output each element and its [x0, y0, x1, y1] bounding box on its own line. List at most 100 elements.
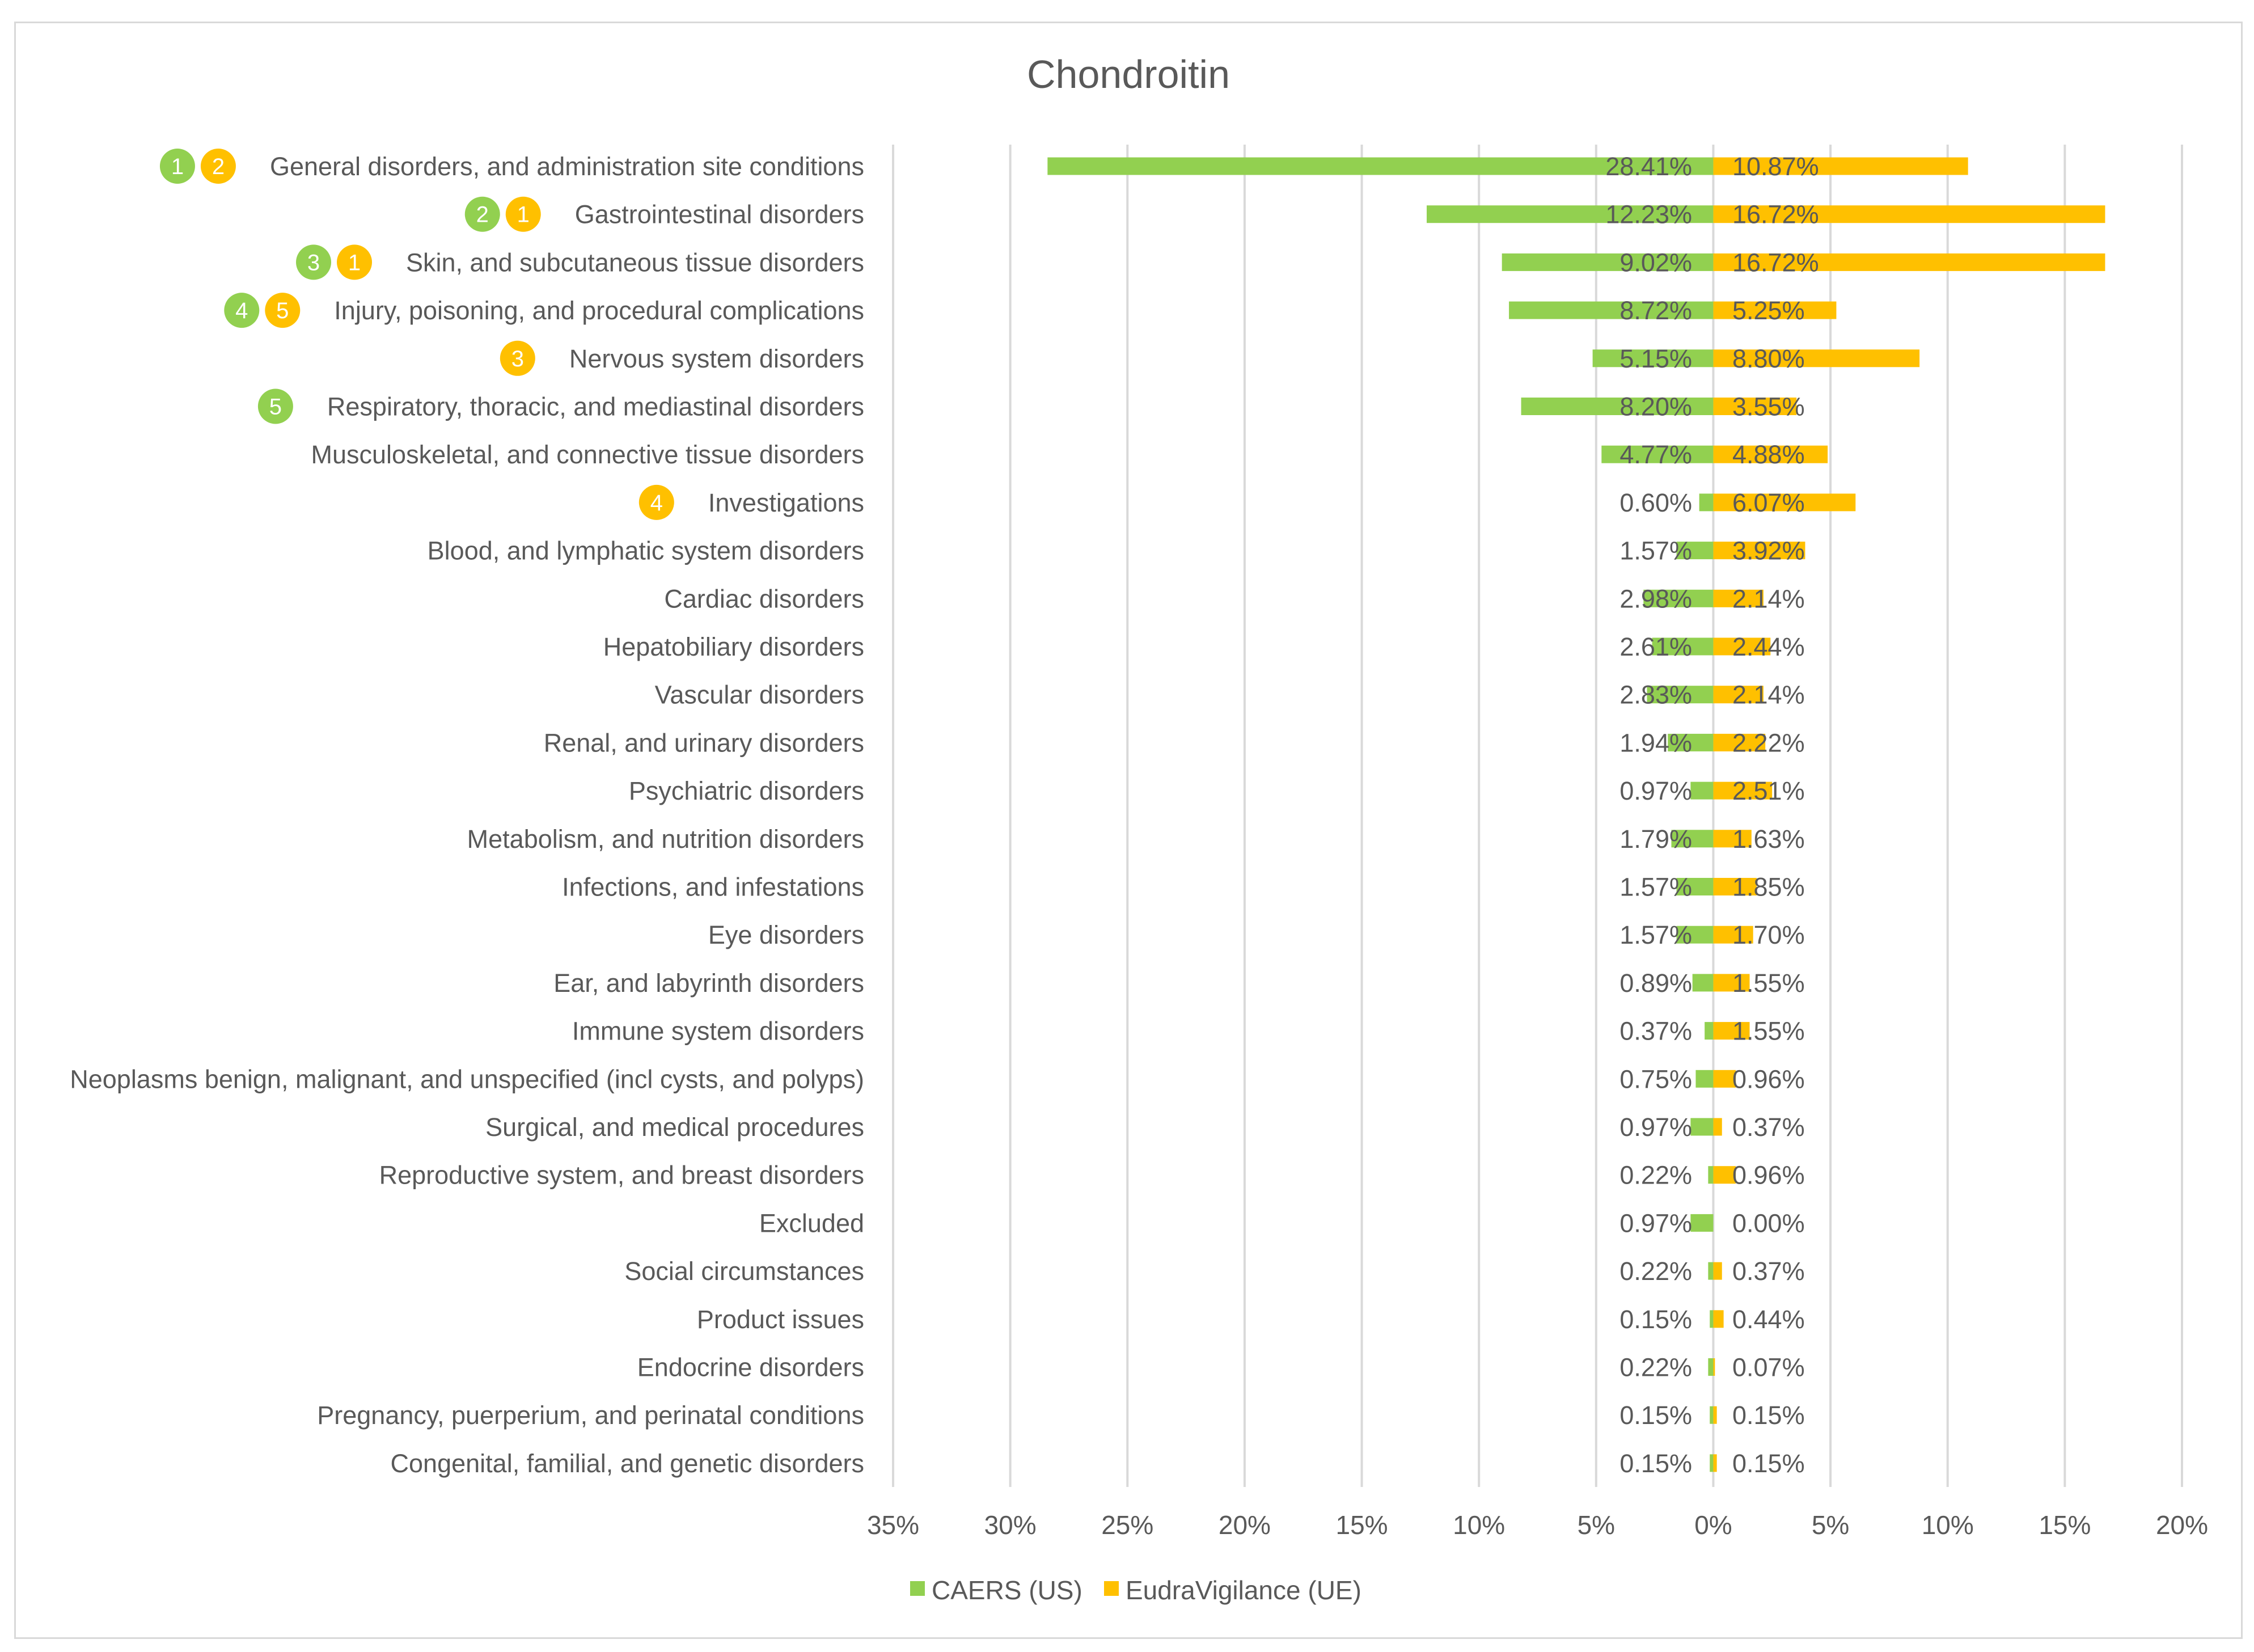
category-label: Psychiatric disorders [629, 776, 864, 805]
bar-caers [1521, 398, 1714, 415]
data-label-caers: 8.20% [1619, 392, 1692, 421]
bar-eudravigilance [1713, 493, 1856, 512]
bar-caers [1690, 1214, 1714, 1232]
category-label: Metabolism, and nutrition disorders [467, 825, 864, 854]
legend-label-eudravigilance: EudraVigilance (UE) [1126, 1575, 1361, 1605]
data-label-eudravigilance: 0.15% [1732, 1401, 1805, 1430]
bar-eudravigilance [1713, 1262, 1722, 1280]
category-label: Skin, and subcutaneous tissue disorders [406, 248, 864, 277]
bar-caers [1676, 926, 1714, 944]
bar-eudravigilance [1713, 205, 2105, 223]
data-label-caers: 0.15% [1619, 1449, 1692, 1478]
rank-badge-number: 5 [269, 395, 282, 420]
x-tick-label: 0% [1694, 1510, 1732, 1540]
bar-eudravigilance [1713, 589, 1764, 607]
bar-eudravigilance [1713, 686, 1764, 704]
category-label: Nervous system disorders [569, 344, 864, 373]
rank-badge-number: 2 [476, 202, 489, 227]
data-label-caers: 0.37% [1619, 1017, 1692, 1046]
bar-caers [1601, 445, 1714, 463]
data-label-caers: 0.22% [1619, 1161, 1692, 1190]
data-label-caers: 0.97% [1619, 1209, 1692, 1237]
bar-caers [1047, 157, 1714, 175]
data-label-eudravigilance: 2.14% [1732, 681, 1805, 709]
bar-caers [1671, 830, 1714, 848]
rank-badge-circle [337, 244, 373, 280]
rank-badge-circle [638, 484, 674, 520]
data-label-caers: 0.97% [1619, 1113, 1692, 1142]
x-tick-label: 5% [1812, 1510, 1849, 1540]
data-label-caers: 8.72% [1619, 296, 1692, 325]
category-label: General disorders, and administration si… [270, 152, 864, 181]
category-label: Surgical, and medical procedures [485, 1113, 864, 1142]
x-tick-label: 10% [1453, 1510, 1505, 1540]
category-label: Hepatobiliary disorders [603, 632, 864, 661]
bar-eudravigilance [1713, 253, 2105, 271]
data-label-eudravigilance: 0.00% [1732, 1209, 1805, 1237]
rank-badge-circle [257, 388, 293, 424]
bar-eudravigilance [1713, 1454, 1717, 1472]
bar-eudravigilance [1713, 637, 1771, 656]
data-label-caers: 0.15% [1619, 1401, 1692, 1430]
data-label-eudravigilance: 1.63% [1732, 825, 1805, 854]
data-label-eudravigilance: 1.55% [1732, 1017, 1805, 1046]
data-label-eudravigilance: 5.25% [1732, 296, 1805, 325]
category-label: Neoplasms benign, malignant, and unspeci… [70, 1064, 864, 1093]
rank-badge-circle [159, 149, 195, 184]
bar-eudravigilance [1713, 1070, 1736, 1088]
rank-badge-number: 2 [212, 154, 225, 179]
data-label-caers: 0.89% [1619, 969, 1692, 998]
data-label-caers: 0.22% [1619, 1257, 1692, 1286]
data-label-caers: 9.02% [1619, 248, 1692, 277]
data-label-caers: 0.75% [1619, 1064, 1692, 1093]
legend-label-caers: CAERS (US) [932, 1575, 1082, 1605]
bar-caers [1710, 1406, 1714, 1424]
data-label-caers: 1.57% [1619, 920, 1692, 949]
category-label: Congenital, familial, and genetic disord… [391, 1449, 864, 1478]
data-label-caers: 4.77% [1619, 440, 1692, 469]
category-label: Blood, and lymphatic system disorders [428, 536, 864, 565]
bar-caers [1710, 1454, 1714, 1472]
rank-badge-number: 3 [307, 250, 320, 275]
bar-caers [1708, 1358, 1714, 1376]
data-label-eudravigilance: 10.87% [1732, 152, 1819, 181]
category-label: Ear, and labyrinth disorders [553, 969, 864, 998]
rank-badge-number: 1 [517, 202, 530, 227]
data-label-eudravigilance: 0.07% [1732, 1353, 1805, 1382]
bar-caers [1676, 542, 1714, 560]
x-tick-label: 20% [2156, 1510, 2208, 1540]
bar-caers [1643, 589, 1714, 607]
data-label-eudravigilance: 3.92% [1732, 536, 1805, 565]
data-label-eudravigilance: 8.80% [1732, 344, 1805, 373]
category-label: Respiratory, thoracic, and mediastinal d… [327, 392, 864, 421]
category-label: Infections, and infestations [562, 873, 864, 902]
x-tick-label: 15% [2039, 1510, 2091, 1540]
bar-caers [1690, 1118, 1714, 1136]
data-label-eudravigilance: 4.88% [1732, 440, 1805, 469]
bar-caers [1699, 493, 1714, 512]
data-label-eudravigilance: 0.15% [1732, 1449, 1805, 1478]
data-label-caers: 5.15% [1619, 344, 1692, 373]
rank-badge-circle [464, 196, 500, 232]
data-label-caers: 12.23% [1605, 200, 1692, 229]
rank-badge-number: 1 [348, 250, 361, 275]
x-tick-label: 25% [1101, 1510, 1153, 1540]
bar-caers [1509, 301, 1714, 319]
rank-badge-number: 1 [171, 154, 184, 179]
bar-eudravigilance [1713, 301, 1837, 319]
rank-badge-number: 5 [276, 298, 289, 323]
category-label: Vascular disorders [655, 681, 864, 709]
category-label: Injury, poisoning, and procedural compli… [334, 296, 864, 325]
bar-eudravigilance [1713, 157, 1968, 175]
category-label: Investigations [708, 488, 864, 517]
rank-badge-circle [224, 293, 260, 328]
data-label-eudravigilance: 2.22% [1732, 728, 1805, 757]
bar-eudravigilance [1713, 926, 1753, 944]
data-label-caers: 1.79% [1619, 825, 1692, 854]
x-tick-label: 5% [1578, 1510, 1615, 1540]
data-label-eudravigilance: 0.44% [1732, 1305, 1805, 1334]
bar-eudravigilance [1713, 974, 1750, 992]
data-label-eudravigilance: 2.51% [1732, 776, 1805, 805]
bar-eudravigilance [1713, 830, 1752, 848]
